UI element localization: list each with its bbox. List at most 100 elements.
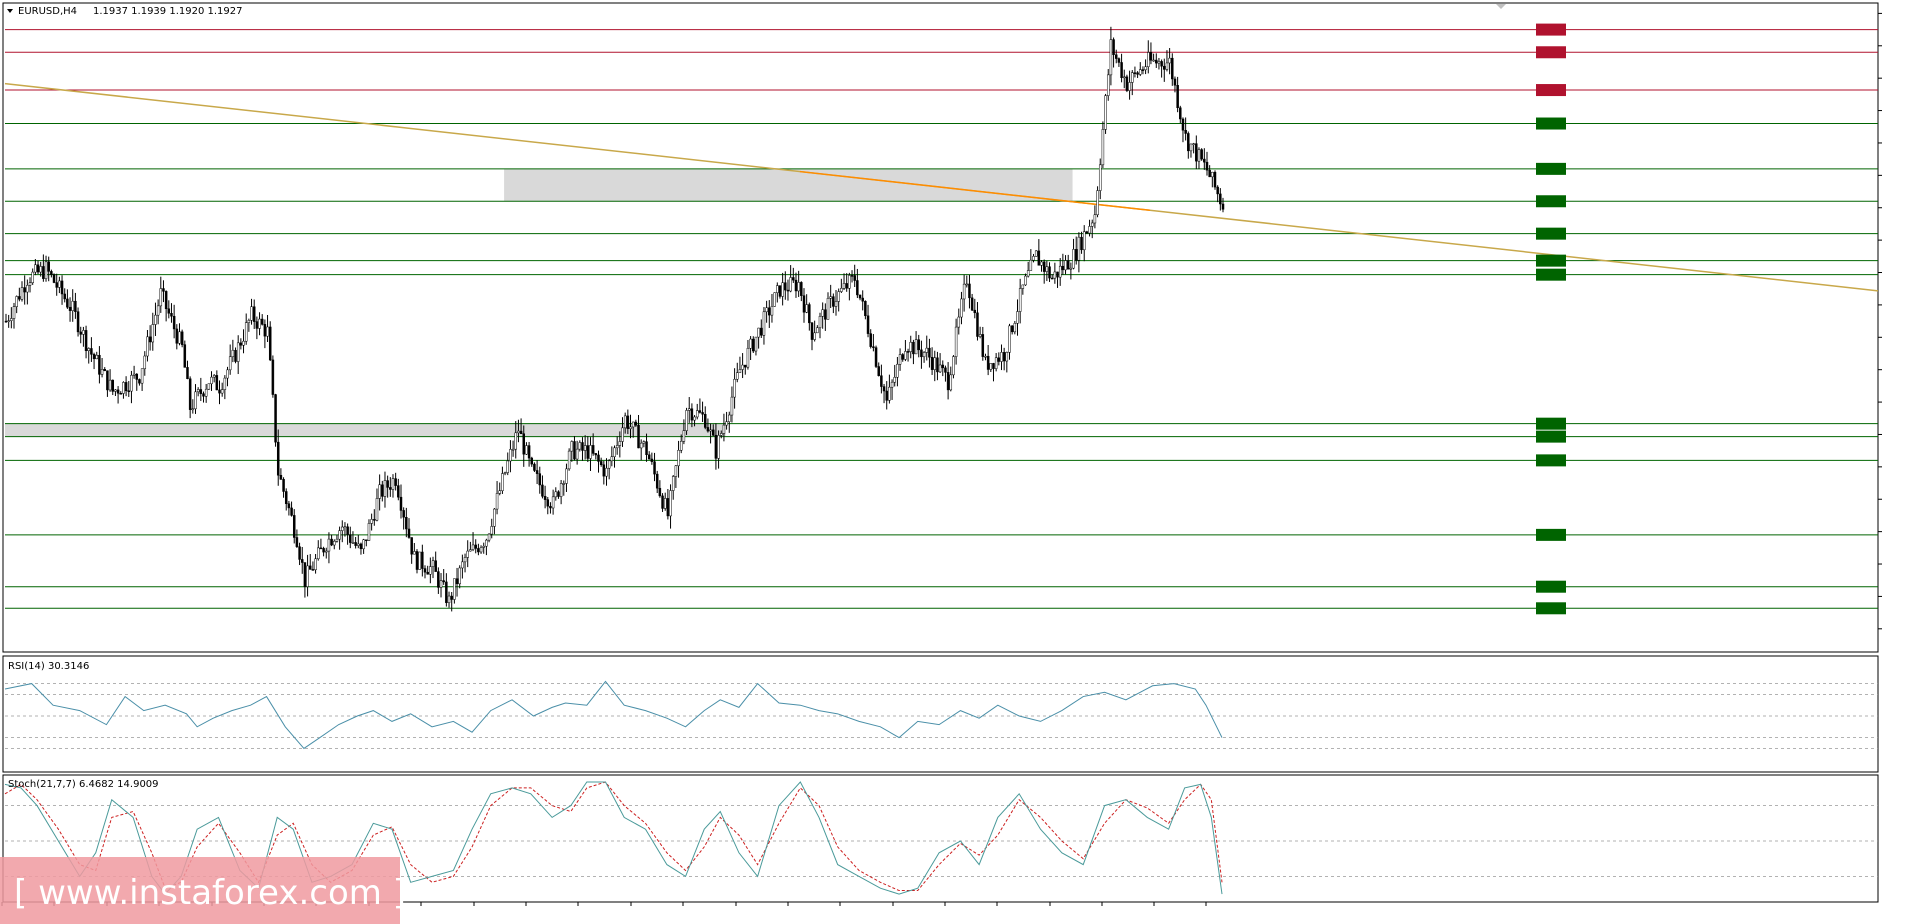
candle-body <box>426 571 429 575</box>
candle-body <box>314 558 317 570</box>
candle-body <box>679 440 683 451</box>
candle-body <box>244 322 248 342</box>
candle-body <box>621 427 624 442</box>
candle-body <box>834 301 838 307</box>
candle-body <box>1056 271 1059 278</box>
level-badge-1.1574 <box>1536 580 1566 593</box>
candle-body <box>186 367 189 380</box>
candle-body <box>792 277 795 281</box>
candle-body <box>586 445 590 459</box>
candle-body <box>549 505 552 509</box>
candle-body <box>1066 260 1070 270</box>
candle-body <box>255 321 259 329</box>
candle-body <box>1155 59 1158 64</box>
candle-body <box>1104 95 1107 130</box>
candle-body <box>829 296 832 299</box>
candle-body <box>367 523 371 541</box>
candle-body <box>466 550 469 558</box>
candle-body <box>570 441 574 452</box>
candle-body <box>370 519 373 524</box>
candle-body <box>519 430 523 434</box>
candle-body <box>106 370 109 391</box>
candle-body <box>645 441 648 455</box>
candle-body <box>199 389 203 394</box>
candle-body <box>794 279 798 292</box>
candle-body <box>231 349 235 358</box>
candle-body <box>896 363 899 378</box>
candle-body <box>1002 352 1006 362</box>
candle-body <box>1058 265 1062 278</box>
candle-body <box>196 389 200 393</box>
shift-marker-icon[interactable] <box>1496 4 1506 9</box>
candle-body <box>1133 72 1137 74</box>
candle-body <box>322 548 325 553</box>
candle-body <box>469 549 472 552</box>
candle-body <box>527 445 531 459</box>
candle-body <box>330 538 333 546</box>
candle-body <box>1096 190 1099 216</box>
candle-body <box>538 473 542 486</box>
candle-body <box>928 347 931 358</box>
candle-body <box>594 453 598 456</box>
candle-body <box>1106 74 1110 96</box>
candle-body <box>773 292 776 307</box>
candle-body <box>1037 250 1041 266</box>
candle-body <box>223 377 227 390</box>
candle-body <box>711 429 715 436</box>
candle-body <box>1160 61 1163 67</box>
candle-body <box>34 264 37 273</box>
candle-body <box>551 496 555 509</box>
candle-body <box>848 275 851 289</box>
level-badge-1.1863 <box>1536 268 1566 281</box>
candle-body <box>154 314 157 325</box>
candle-body <box>138 379 141 384</box>
dropdown-arrow-icon[interactable] <box>7 9 13 13</box>
candle-body <box>391 478 395 490</box>
candle-body <box>666 498 670 517</box>
candle-body <box>1085 231 1089 234</box>
level-badge-1.1901 <box>1536 227 1566 240</box>
candle-body <box>247 320 251 323</box>
candle-body <box>936 357 939 373</box>
candle-body <box>629 426 632 429</box>
candle-body <box>754 336 758 352</box>
candle-body <box>343 526 347 529</box>
candle-body <box>605 467 608 477</box>
candle-body <box>503 472 507 474</box>
candle-body <box>599 461 603 465</box>
candle-body <box>52 274 56 283</box>
candle-body <box>744 364 747 368</box>
candle-body <box>813 332 816 340</box>
candle-body <box>303 562 307 587</box>
candle-body <box>146 336 149 357</box>
candle-body <box>725 421 728 426</box>
candle-body <box>1112 39 1115 55</box>
candle-body <box>781 282 784 297</box>
candle-body <box>266 326 269 337</box>
candle-body <box>543 496 547 500</box>
candle-body <box>960 298 963 318</box>
candle-body <box>989 363 993 370</box>
candle-body <box>207 383 211 390</box>
candle-body <box>394 478 397 486</box>
candle-body <box>1168 57 1171 64</box>
candle-body <box>976 312 979 337</box>
candle-body <box>658 487 662 497</box>
candle-body <box>493 508 496 527</box>
candle-body <box>850 275 854 277</box>
candle-body <box>399 496 403 511</box>
level-badge-1.1961 <box>1536 162 1566 175</box>
candle-body <box>300 559 304 563</box>
candle-body <box>287 503 291 509</box>
candle-body <box>962 283 966 300</box>
candle-body <box>124 382 128 392</box>
candle-body <box>746 347 750 368</box>
rsi-label: RSI(14) 30.3146 <box>8 661 89 672</box>
candle-body <box>730 396 734 416</box>
candle-body <box>479 547 483 553</box>
candle-body <box>970 297 974 311</box>
candle-body <box>1082 231 1086 251</box>
candle-body <box>1184 129 1187 134</box>
candle-body <box>156 305 160 316</box>
